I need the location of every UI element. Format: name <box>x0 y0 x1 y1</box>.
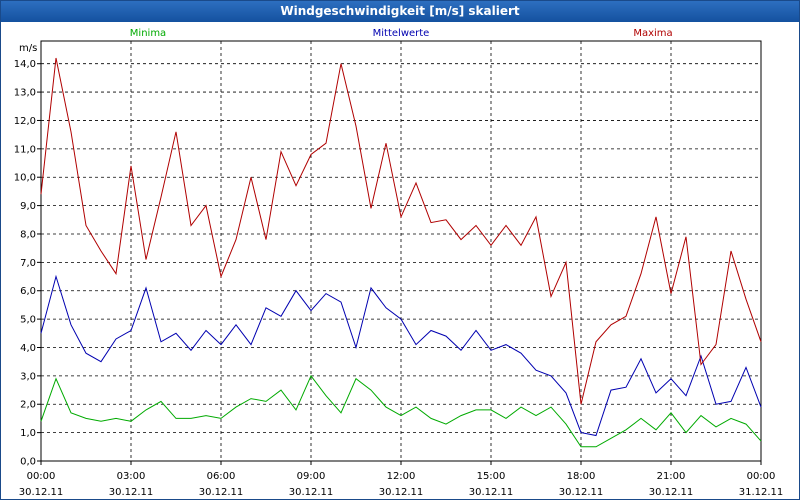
x-tick-time: 18:00 <box>567 471 596 482</box>
y-tick-label: 7,0 <box>20 258 36 269</box>
y-tick-label: 6,0 <box>20 286 36 297</box>
x-tick-time: 00:00 <box>747 471 776 482</box>
x-axis-ticks: 00:00 30.12.11 03:00 30.12.11 06:00 30.12.11 0… <box>19 461 784 498</box>
y-tick-label: 13,0 <box>14 88 36 99</box>
y-tick-label: 2,0 <box>20 400 36 411</box>
y-tick-label: 14,0 <box>14 59 36 70</box>
y-tick-label: 11,0 <box>14 144 36 155</box>
legend-maxima: Maxima <box>633 28 672 39</box>
x-tick-date: 30.12.11 <box>19 487 64 498</box>
y-tick-label: 12,0 <box>14 116 36 127</box>
x-tick-date: 30.12.11 <box>559 487 604 498</box>
y-tick-label: 10,0 <box>14 173 36 184</box>
y-tick-label: 3,0 <box>20 371 36 382</box>
series-line-minima <box>40 374 762 448</box>
x-tick-date: 30.12.11 <box>379 487 424 498</box>
legend-minima: Minima <box>130 28 166 39</box>
x-tick-time: 06:00 <box>207 471 236 482</box>
y-tick-label: 1,0 <box>20 428 36 439</box>
y-axis-ticks: 0,0 1,0 2,0 3,0 4,0 5,0 6,0 7,0 8,0 9,0 10,0 11,0 12… <box>14 59 41 468</box>
x-tick-time: 12:00 <box>387 471 416 482</box>
x-tick-date: 31.12.11 <box>739 487 784 498</box>
legend-mittelwerte: Mittelwerte <box>373 28 430 39</box>
y-tick-label: 0,0 <box>20 457 36 468</box>
x-tick-date: 30.12.11 <box>649 487 694 498</box>
series-line-mittelwerte <box>40 274 762 437</box>
legend: Minima Mittelwerte Maxima <box>130 28 673 39</box>
x-tick-time: 21:00 <box>657 471 686 482</box>
grid-lines <box>41 41 761 462</box>
y-tick-label: 4,0 <box>20 343 36 354</box>
x-tick-date: 30.12.11 <box>469 487 514 498</box>
y-axis-label: m/s <box>19 43 37 54</box>
x-tick-date: 30.12.11 <box>289 487 334 498</box>
y-tick-label: 8,0 <box>20 229 36 240</box>
x-tick-date: 30.12.11 <box>109 487 154 498</box>
series-lines <box>40 57 762 448</box>
x-tick-time: 00:00 <box>27 471 56 482</box>
x-tick-time: 03:00 <box>117 471 146 482</box>
y-tick-label: 9,0 <box>20 201 36 212</box>
x-tick-time: 15:00 <box>477 471 506 482</box>
chart-title: Windgeschwindigkeit [m/s] skaliert <box>1 1 799 22</box>
y-tick-label: 5,0 <box>20 315 36 326</box>
x-tick-date: 30.12.11 <box>199 487 244 498</box>
series-line-maxima <box>40 57 762 405</box>
x-tick-time: 09:00 <box>297 471 326 482</box>
